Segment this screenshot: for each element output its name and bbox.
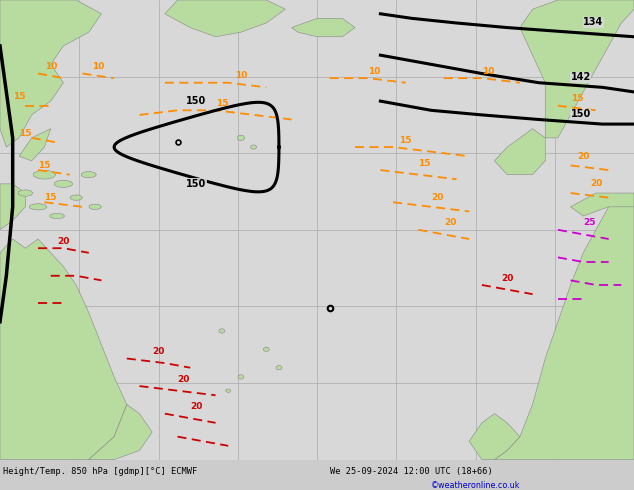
Text: 10: 10	[92, 62, 105, 71]
Text: 20: 20	[590, 179, 602, 188]
Text: 15: 15	[44, 193, 57, 202]
Text: 20: 20	[190, 402, 203, 411]
Text: ©weatheronline.co.uk: ©weatheronline.co.uk	[431, 481, 521, 490]
Text: 10: 10	[44, 62, 57, 71]
Text: 15: 15	[38, 161, 51, 170]
Text: 150: 150	[571, 109, 591, 119]
Text: 20: 20	[152, 347, 165, 356]
Text: We 25-09-2024 12:00 UTC (18+66): We 25-09-2024 12:00 UTC (18+66)	[330, 467, 493, 476]
Text: 10: 10	[482, 67, 495, 76]
Text: 20: 20	[431, 193, 444, 202]
Text: 20: 20	[57, 237, 70, 246]
Text: 15: 15	[571, 94, 583, 103]
Text: 142: 142	[571, 73, 591, 82]
Text: Height/Temp. 850 hPa [gdmp][°C] ECMWF: Height/Temp. 850 hPa [gdmp][°C] ECMWF	[3, 467, 197, 476]
Text: 20: 20	[444, 219, 456, 227]
Text: 20: 20	[178, 375, 190, 384]
Text: 15: 15	[13, 92, 25, 101]
Text: 150: 150	[186, 96, 207, 106]
Text: 15: 15	[399, 136, 412, 145]
Text: 15: 15	[19, 129, 32, 138]
Text: 25: 25	[583, 219, 596, 227]
Text: 20: 20	[577, 152, 590, 161]
Text: 15: 15	[418, 159, 431, 168]
Text: 10: 10	[235, 72, 247, 80]
Text: 134: 134	[583, 17, 604, 27]
Text: 150: 150	[186, 179, 207, 189]
Text: 10: 10	[368, 67, 380, 76]
Text: 20: 20	[501, 273, 514, 283]
Text: 15: 15	[216, 99, 228, 108]
